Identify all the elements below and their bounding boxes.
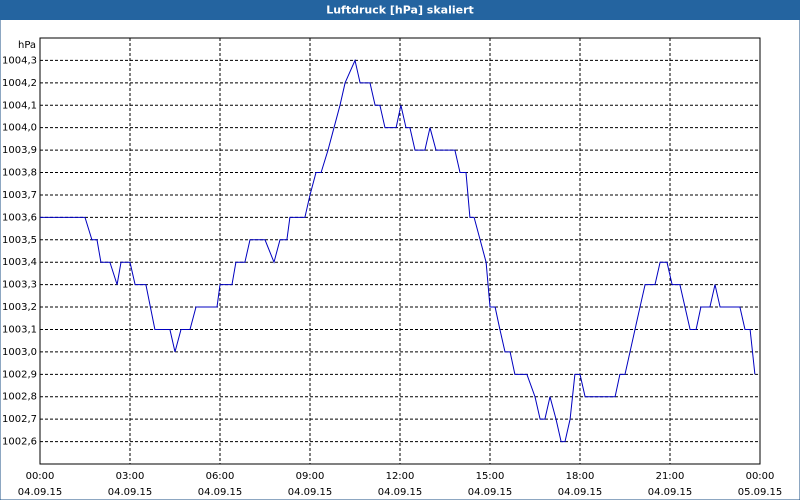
y-axis-label: hPa — [18, 40, 36, 51]
x-tick-label: 21:00 04.09.15 — [648, 471, 693, 498]
y-tick-label: 1002,7 — [2, 414, 37, 425]
chart-title: Luftdruck [hPa] skaliert — [326, 4, 474, 17]
y-tick-label: 1003,9 — [2, 145, 37, 156]
y-tick-label: 1003,2 — [2, 302, 37, 313]
y-tick-label: 1003,6 — [2, 212, 37, 223]
x-tick-label: 03:00 04.09.15 — [108, 471, 153, 498]
x-tick-label: 18:00 04.09.15 — [558, 471, 603, 498]
y-tick-label: 1002,6 — [2, 437, 37, 448]
data-line — [40, 58, 756, 443]
x-tick-label: 12:00 04.09.15 — [378, 471, 423, 498]
y-tick-label: 1003,5 — [2, 235, 37, 246]
x-tick-label: 00:00 05.09.15 — [738, 471, 783, 498]
y-tick-label: 1003,3 — [2, 280, 37, 291]
y-tick-label: 1004,1 — [2, 100, 37, 111]
title-bar — [0, 0, 800, 20]
x-tick-label: 06:00 04.09.15 — [198, 471, 243, 498]
x-tick-label: 09:00 04.09.15 — [288, 471, 333, 498]
y-tick-label: 1003,0 — [2, 347, 37, 358]
y-tick-label: 1004,0 — [2, 123, 37, 134]
y-tick-label: 1002,8 — [2, 392, 37, 403]
y-tick-label: 1003,1 — [2, 324, 37, 335]
y-tick-label: 1003,7 — [2, 190, 37, 201]
y-tick-label: 1004,3 — [2, 55, 37, 66]
y-tick-label: 1003,8 — [2, 168, 37, 179]
x-tick-label: 00:00 04.09.15 — [18, 471, 63, 498]
y-tick-label: 1004,2 — [2, 78, 37, 89]
y-tick-label: 1002,9 — [2, 369, 37, 380]
x-tick-label: 15:00 04.09.15 — [468, 471, 513, 498]
y-tick-label: 1003,4 — [2, 257, 37, 268]
